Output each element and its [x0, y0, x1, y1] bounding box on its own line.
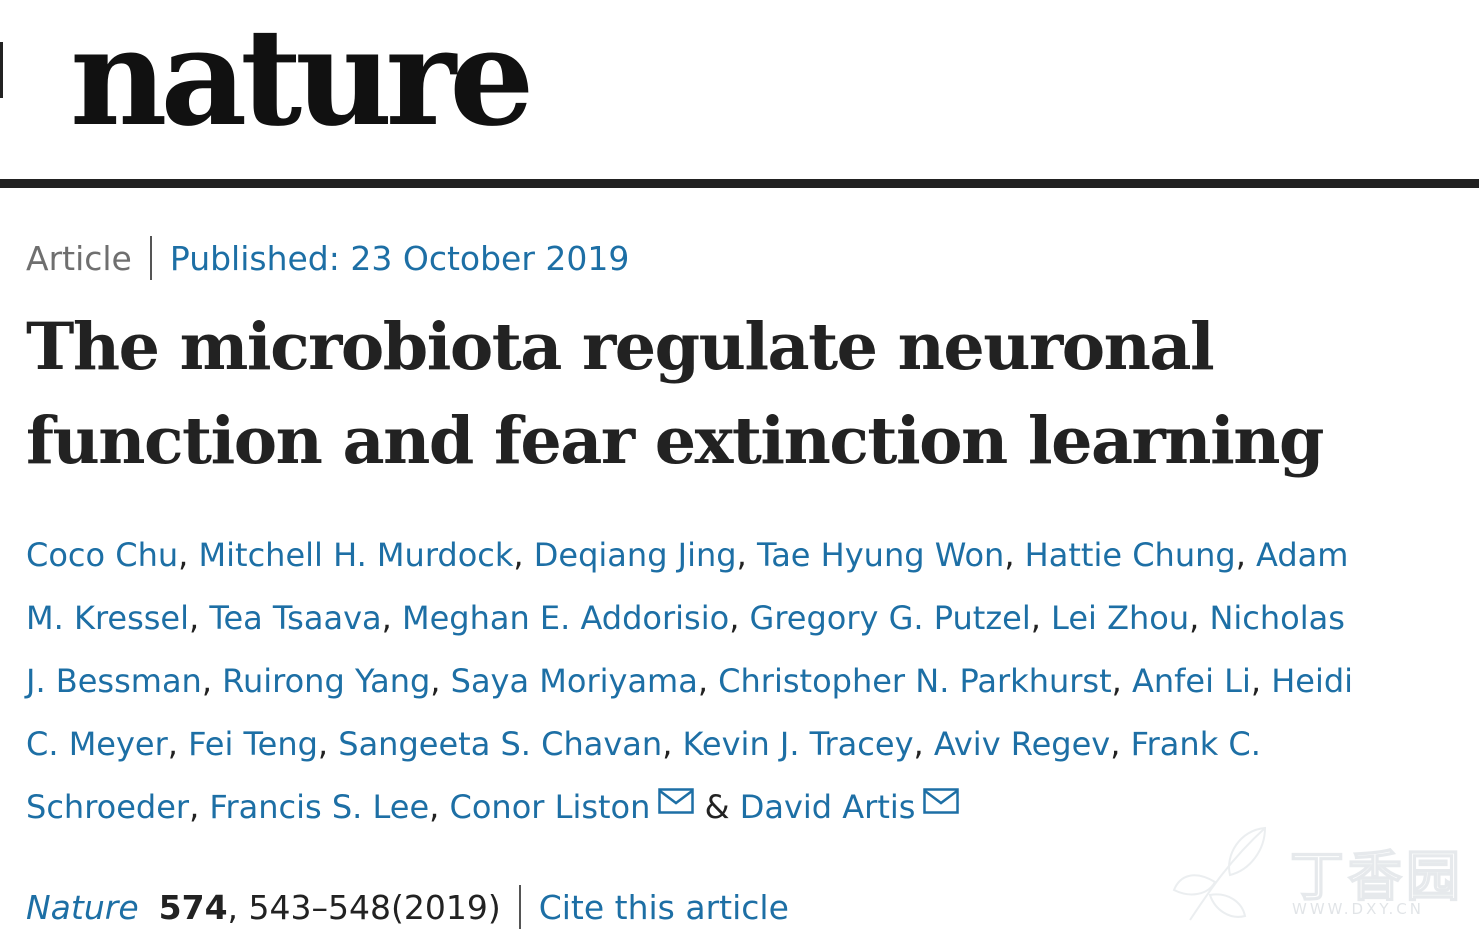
citation-line: Nature 574 , 543–548(2019) Cite this art… — [26, 882, 789, 932]
author-separator: & — [694, 788, 740, 826]
author-link[interactable]: Conor Liston — [449, 788, 651, 826]
left-edge-marker — [0, 42, 3, 98]
author-item: Tae Hyung Won, — [757, 536, 1025, 574]
author-separator: , — [429, 788, 450, 826]
author-link[interactable]: Tae Hyung Won — [756, 536, 1005, 574]
author-link[interactable]: Aviv Regev — [933, 725, 1111, 763]
author-link[interactable]: Frank C. Schroeder — [26, 725, 1261, 826]
author-separator: , — [513, 536, 534, 574]
author-separator: , — [736, 536, 757, 574]
author-link[interactable]: Adam M. Kressel — [26, 536, 1349, 637]
author-link[interactable]: Lei Zhou — [1051, 599, 1190, 637]
author-separator: , — [1250, 662, 1272, 700]
author-link[interactable]: Sangeeta S. Chavan — [338, 725, 663, 763]
article-type: Article — [26, 238, 132, 278]
author-item: Deqiang Jing, — [534, 536, 757, 574]
author-item: Gregory G. Putzel, — [750, 599, 1052, 637]
author-item: Frank C. Schroeder, — [26, 725, 1261, 826]
article-title: The microbiota regulate neuronal functio… — [26, 309, 1324, 479]
watermark-url: WWW.DXY.CN — [1292, 900, 1424, 918]
author-separator: , — [1189, 599, 1210, 637]
author-link[interactable]: Francis S. Lee — [209, 788, 430, 826]
author-item: Francis S. Lee, — [209, 788, 449, 826]
nature-logo[interactable]: nature — [70, 0, 534, 156]
author-item: Tea Tsaava, — [209, 599, 402, 637]
meta-divider — [149, 236, 152, 280]
author-link[interactable]: Christopher N. Parkhurst — [718, 662, 1112, 700]
author-item: Conor Liston & — [450, 788, 740, 826]
author-link[interactable]: Fei Teng — [188, 725, 318, 763]
author-item: Aviv Regev, — [934, 725, 1131, 763]
mail-icon[interactable] — [658, 788, 695, 814]
citation-divider — [518, 885, 521, 929]
author-link[interactable]: Saya Moriyama — [450, 662, 698, 700]
author-separator: , — [729, 599, 750, 637]
author-link[interactable]: Mitchell H. Murdock — [198, 536, 514, 574]
author-separator: , — [913, 725, 934, 763]
author-item: Nicholas J. Bessman, — [26, 599, 1345, 700]
author-item: Lei Zhou, — [1051, 599, 1209, 637]
author-item: Saya Moriyama, — [451, 662, 719, 700]
author-item: Coco Chu, — [26, 536, 199, 574]
author-link[interactable]: Ruirong Yang — [222, 662, 431, 700]
author-item: Sangeeta S. Chavan, — [338, 725, 682, 763]
page-range: , 543–548(2019) — [227, 887, 501, 927]
author-item: Ruirong Yang, — [222, 662, 450, 700]
mail-icon[interactable] — [923, 788, 960, 814]
author-link[interactable]: Anfei Li — [1131, 662, 1251, 700]
author-item: Mitchell H. Murdock, — [199, 536, 534, 574]
header-rule — [0, 179, 1479, 188]
author-separator: , — [167, 725, 189, 763]
author-separator: , — [1235, 536, 1257, 574]
author-separator: , — [430, 662, 451, 700]
author-item: Christopher N. Parkhurst, — [718, 662, 1132, 700]
author-link[interactable]: Kevin J. Tracey — [682, 725, 914, 763]
author-separator: , — [381, 599, 402, 637]
cite-article-link[interactable]: Cite this article — [538, 887, 789, 927]
journal-name[interactable]: Nature — [26, 887, 139, 927]
author-separator: , — [1030, 599, 1052, 637]
author-link[interactable]: Meghan E. Addorisio — [401, 599, 730, 637]
author-separator: , — [201, 662, 223, 700]
author-separator: , — [189, 788, 210, 826]
author-separator: , — [178, 536, 199, 574]
author-link[interactable]: Coco Chu — [26, 536, 179, 574]
volume-number: 574 — [158, 887, 228, 927]
author-separator: , — [1110, 725, 1131, 763]
author-separator: , — [1004, 536, 1025, 574]
author-item: Kevin J. Tracey, — [683, 725, 934, 763]
watermark-text: 丁香园 — [1289, 844, 1464, 909]
author-item: Meghan E. Addorisio, — [402, 599, 750, 637]
watermark: 丁香园 WWW.DXY.CN — [1170, 820, 1470, 935]
author-link[interactable]: Tea Tsaava — [209, 599, 382, 637]
author-item: Heidi C. Meyer, — [26, 662, 1353, 763]
author-link[interactable]: Nicholas J. Bessman — [26, 599, 1345, 700]
author-separator: , — [317, 725, 339, 763]
author-separator: , — [697, 662, 719, 700]
author-item: Hattie Chung, — [1025, 536, 1256, 574]
author-list: Coco Chu, Mitchell H. Murdock, Deqiang J… — [26, 524, 1366, 839]
article-meta: Article Published: 23 October 2019 — [26, 236, 629, 280]
author-link[interactable]: Heidi C. Meyer — [26, 662, 1354, 763]
leaf-logo-icon — [1172, 826, 1267, 921]
author-link[interactable]: Hattie Chung — [1024, 536, 1236, 574]
author-separator: , — [189, 599, 210, 637]
author-link[interactable]: Deqiang Jing — [533, 536, 737, 574]
author-item: Fei Teng, — [188, 725, 338, 763]
author-link[interactable]: Gregory G. Putzel — [749, 599, 1031, 637]
author-item: Anfei Li, — [1132, 662, 1271, 700]
author-separator: , — [1111, 662, 1132, 700]
author-item: Adam M. Kressel, — [26, 536, 1348, 637]
author-link[interactable]: David Artis — [739, 788, 916, 826]
author-separator: , — [662, 725, 683, 763]
author-item: David Artis — [740, 788, 960, 826]
published-date: Published: 23 October 2019 — [169, 238, 630, 278]
